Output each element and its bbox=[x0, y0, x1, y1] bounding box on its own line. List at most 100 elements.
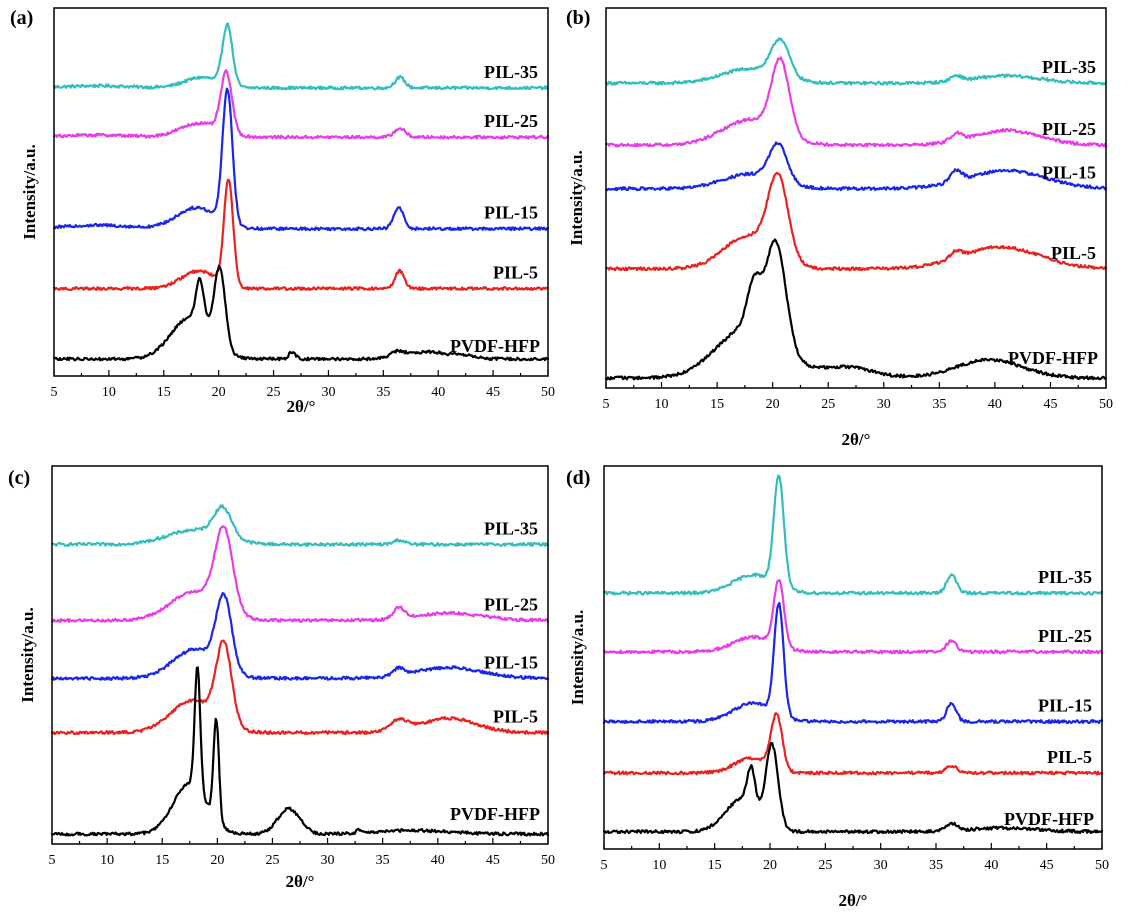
x-tick-label: 40 bbox=[431, 385, 445, 400]
y-axis-title: Intensity/a.u. bbox=[568, 610, 587, 705]
plot-frame bbox=[53, 7, 549, 377]
x-tick-label: 15 bbox=[157, 385, 171, 400]
x-axis-title: 2θ/° bbox=[842, 430, 871, 449]
series-line-pil-5 bbox=[602, 712, 1104, 776]
series-line-pil-15 bbox=[604, 141, 1108, 192]
y-axis-title: Intensity/a.u. bbox=[20, 144, 39, 239]
series-line-pil-25 bbox=[50, 525, 550, 623]
series-label: PVDF-HFP bbox=[450, 336, 540, 356]
x-tick-label: 50 bbox=[1095, 858, 1109, 873]
y-axis-title: Intensity/a.u. bbox=[567, 150, 586, 245]
x-tick-label: 50 bbox=[541, 853, 555, 868]
series-line-pil-35 bbox=[50, 504, 550, 547]
x-tick-label: 25 bbox=[267, 385, 281, 400]
series-label: PIL-25 bbox=[484, 594, 538, 614]
series-label: PIL-5 bbox=[1051, 243, 1096, 263]
y-axis-title: Intensity/a.u. bbox=[18, 607, 37, 702]
series-line-pil-5 bbox=[52, 178, 550, 291]
x-tick-label: 15 bbox=[708, 858, 722, 873]
x-tick-label: 5 bbox=[49, 853, 56, 868]
x-tick-label: 10 bbox=[100, 853, 114, 868]
x-tick-label: 5 bbox=[51, 385, 58, 400]
x-axis-title: 2θ/° bbox=[287, 397, 316, 416]
series-label: PIL-5 bbox=[1047, 747, 1092, 767]
series-label: PIL-25 bbox=[1042, 119, 1096, 139]
series-line-pil-15 bbox=[52, 87, 550, 232]
series-line-pil-25 bbox=[602, 578, 1104, 655]
series-label: PIL-35 bbox=[484, 518, 538, 538]
x-tick-label: 40 bbox=[431, 853, 445, 868]
x-tick-label: 35 bbox=[932, 397, 946, 412]
plot-frame bbox=[605, 7, 1107, 389]
x-tick-label: 10 bbox=[102, 385, 116, 400]
x-tick-label: 45 bbox=[1043, 397, 1057, 412]
series-label: PIL-35 bbox=[484, 62, 538, 82]
series-line-pil-25 bbox=[52, 69, 550, 140]
series-label: PIL-15 bbox=[484, 203, 538, 223]
panel-a: (a) PIL-35 PIL-25 PIL-15 PIL-5 PVDF-HFP 5 10 15 2… bbox=[10, 7, 555, 416]
plot-frame bbox=[51, 465, 549, 845]
series-label: PIL-35 bbox=[1042, 57, 1096, 77]
x-tick-label: 30 bbox=[321, 385, 335, 400]
x-tick-label: 25 bbox=[265, 853, 279, 868]
series-line-pil-35 bbox=[602, 474, 1104, 596]
series-line-pvdf-hfp bbox=[50, 666, 550, 837]
series-label: PVDF-HFP bbox=[1008, 348, 1098, 368]
x-tick-label: 45 bbox=[486, 853, 500, 868]
series-label: PIL-5 bbox=[493, 263, 538, 283]
x-tick-label: 40 bbox=[984, 858, 998, 873]
x-tick-label: 35 bbox=[376, 385, 390, 400]
x-tick-label: 30 bbox=[877, 397, 891, 412]
series-line-pil-15 bbox=[602, 601, 1104, 725]
x-tick-label: 45 bbox=[1040, 858, 1054, 873]
x-tick-label: 50 bbox=[1099, 397, 1113, 412]
series-line-pvdf-hfp bbox=[604, 238, 1108, 381]
panel-c: (c) PIL-35 PIL-25 PIL-15 PIL-5 PVDF-HFP 5 10 15 2… bbox=[8, 465, 555, 891]
series-line-pil-25 bbox=[604, 56, 1108, 148]
x-tick-label: 15 bbox=[710, 397, 724, 412]
series-label: PIL-25 bbox=[1038, 626, 1092, 646]
x-tick-label: 45 bbox=[486, 385, 500, 400]
series-line-pil-15 bbox=[50, 591, 550, 681]
series-line-pil-35 bbox=[604, 37, 1108, 86]
panel-b: (b) PIL-35 PIL-25 PIL-15 PIL-5 PVDF-HFP 5 10 15 2… bbox=[566, 7, 1113, 449]
series-label: PIL-35 bbox=[1038, 567, 1092, 587]
series-line-pil-5 bbox=[604, 171, 1108, 272]
panel-d: (d) PIL-35 PIL-25 PIL-15 PIL-5 PVDF-HFP 5 10 15 2… bbox=[566, 465, 1109, 910]
x-tick-label: 20 bbox=[210, 853, 224, 868]
series-label: PVDF-HFP bbox=[1004, 809, 1094, 829]
series-label: PIL-15 bbox=[484, 652, 538, 672]
series-label: PVDF-HFP bbox=[450, 804, 540, 824]
x-tick-label: 25 bbox=[821, 397, 835, 412]
x-axis-title: 2θ/° bbox=[286, 872, 315, 891]
x-tick-label: 40 bbox=[988, 397, 1002, 412]
series-label: PIL-25 bbox=[484, 111, 538, 131]
x-tick-label: 35 bbox=[376, 853, 390, 868]
panel-label: (b) bbox=[566, 7, 590, 29]
x-tick-label: 25 bbox=[818, 858, 832, 873]
x-tick-label: 30 bbox=[321, 853, 335, 868]
x-tick-label: 15 bbox=[155, 853, 169, 868]
x-tick-label: 50 bbox=[541, 385, 555, 400]
series-label: PIL-15 bbox=[1038, 696, 1092, 716]
x-tick-label: 5 bbox=[603, 397, 610, 412]
x-tick-label: 20 bbox=[766, 397, 780, 412]
series-label: PIL-15 bbox=[1042, 163, 1096, 183]
x-tick-label: 10 bbox=[652, 858, 666, 873]
panel-label: (a) bbox=[10, 7, 33, 29]
series-line-pvdf-hfp bbox=[52, 264, 550, 362]
panel-label: (c) bbox=[8, 467, 30, 489]
x-axis-title: 2θ/° bbox=[839, 891, 868, 910]
x-tick-label: 35 bbox=[929, 858, 943, 873]
series-line-pil-5 bbox=[50, 639, 550, 736]
series-line-pil-35 bbox=[52, 22, 550, 91]
x-tick-label: 5 bbox=[601, 858, 608, 873]
series-label: PIL-5 bbox=[493, 707, 538, 727]
panel-label: (d) bbox=[566, 467, 590, 489]
series-line-pvdf-hfp bbox=[602, 741, 1104, 835]
x-tick-label: 20 bbox=[212, 385, 226, 400]
x-tick-label: 30 bbox=[874, 858, 888, 873]
x-tick-label: 20 bbox=[763, 858, 777, 873]
plot-frame bbox=[603, 465, 1103, 850]
